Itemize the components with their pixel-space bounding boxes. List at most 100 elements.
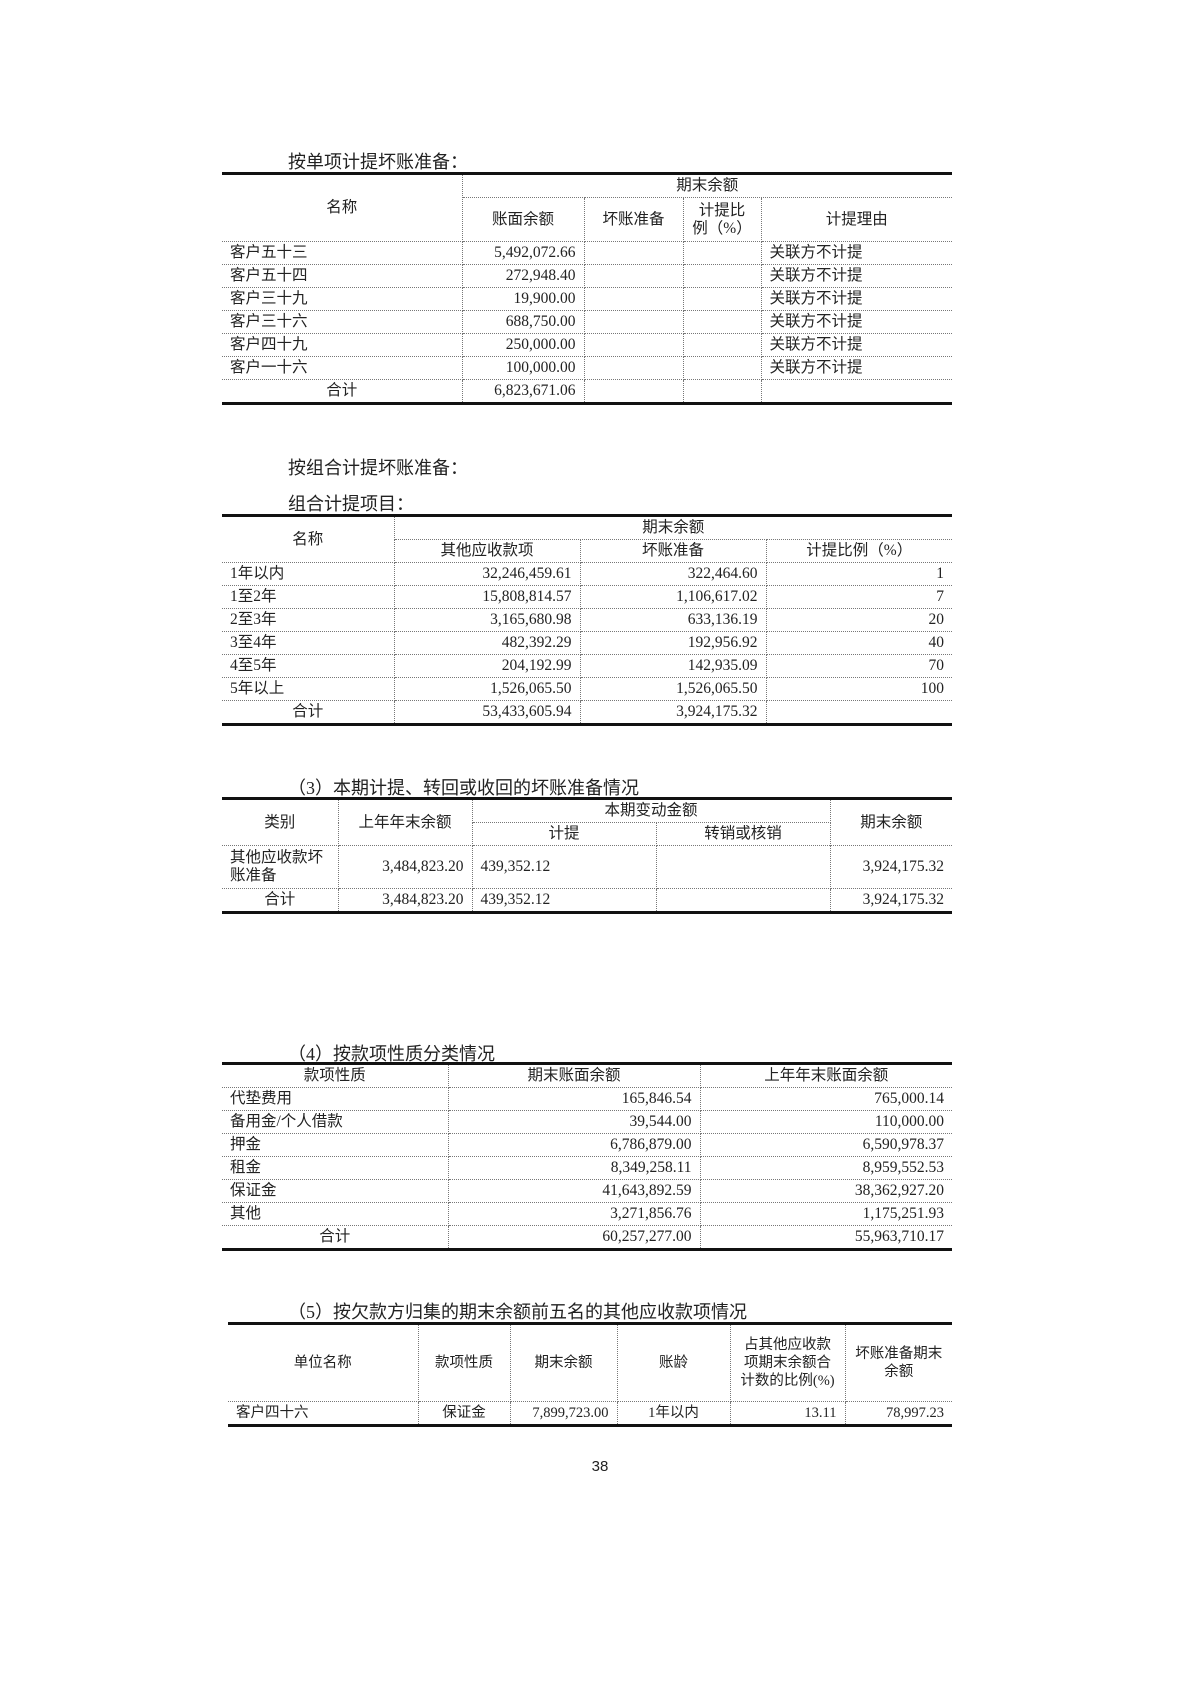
section2-caption: 按组合计提坏账准备：: [288, 458, 468, 478]
cell: 其他应收款坏账准备: [222, 845, 339, 889]
header-receivable: 其他应收款项: [394, 539, 581, 563]
header-name: 名称: [222, 515, 395, 563]
cell: 3,924,175.32: [829, 845, 953, 889]
table-row: 1年以内 32,246,459.61 322,464.60 1: [222, 562, 952, 586]
header-group: 期末余额: [393, 515, 952, 540]
cell: 633,136.19: [579, 608, 767, 632]
header-prior-balance: 上年年末余额: [337, 798, 473, 846]
cell: 38,362,927.20: [699, 1179, 952, 1203]
header-category: 类别: [222, 798, 339, 846]
cell: [583, 333, 684, 357]
provision-movement-table: 类别 上年年末余额 本期变动金额 期末余额 计提 转销或核销 其他应收款坏账准备…: [222, 797, 953, 914]
cell: 5,492,072.66: [461, 241, 585, 265]
cell: 3,484,823.20: [337, 845, 473, 889]
nature-classification-table: 款项性质 期末账面余额 上年年末账面余额 代垫费用 165,846.54 765,0…: [222, 1062, 952, 1251]
header-provision: 计提: [472, 822, 657, 846]
cell: 关联方不计提: [760, 356, 953, 380]
header-name: 名称: [222, 173, 463, 242]
cell: 客户四十六: [228, 1401, 419, 1426]
header-nature: 款项性质: [222, 1063, 449, 1088]
table-row: 其他 3,271,856.76 1,175,251.93: [222, 1202, 952, 1226]
cell: 客户五十四: [222, 264, 463, 288]
header-bad-debt: 坏账准备期末余额: [844, 1323, 952, 1402]
table-row: 其他应收款坏账准备 3,484,823.20 439,352.12 3,924,175…: [222, 845, 953, 889]
cell: 6,823,671.06: [461, 379, 585, 404]
table-row: 客户三十六 688,750.00 关联方不计提: [222, 310, 953, 334]
cell: [682, 310, 762, 334]
total-row: 合计 3,484,823.20 439,352.12 3,924,175.32: [222, 888, 953, 913]
cell: 5年以上: [222, 677, 395, 701]
cell: 53,433,605.94: [393, 700, 581, 725]
cell: [655, 888, 831, 913]
cell: 1,526,065.50: [579, 677, 767, 701]
table-row: 1至2年 15,808,814.57 1,106,617.02 7: [222, 585, 952, 609]
cell: 保证金: [417, 1401, 511, 1426]
cell: [682, 333, 762, 357]
header-ratio: 计提比例（%）: [765, 539, 952, 563]
cell: 关联方不计提: [760, 310, 953, 334]
cell: 客户三十六: [222, 310, 463, 334]
cell: 关联方不计提: [760, 333, 953, 357]
cell: 代垫费用: [222, 1087, 449, 1111]
page-number: 38: [591, 1458, 609, 1475]
total-row: 合计 6,823,671.06: [222, 379, 953, 404]
table-row: 押金 6,786,879.00 6,590,978.37: [222, 1133, 952, 1157]
cell: 关联方不计提: [760, 241, 953, 265]
section2-subcaption: 组合计提项目：: [288, 494, 414, 514]
table-row: 代垫费用 165,846.54 765,000.14: [222, 1087, 952, 1111]
cell: 165,846.54: [447, 1087, 701, 1111]
cell: [682, 241, 762, 265]
cell: [583, 310, 684, 334]
header-ending: 期末账面余额: [447, 1063, 701, 1088]
cell: 1: [765, 562, 952, 586]
cell: [583, 356, 684, 380]
cell: 55,963,710.17: [699, 1225, 952, 1250]
cell: 7,899,723.00: [509, 1401, 618, 1426]
cell: 100,000.00: [461, 356, 585, 380]
table-row: 客户四十九 250,000.00 关联方不计提: [222, 333, 953, 357]
cell: 3,924,175.32: [829, 888, 953, 913]
cell: 40: [765, 631, 952, 655]
table-row: 5年以上 1,526,065.50 1,526,065.50 100: [222, 677, 952, 701]
cell: 3至4年: [222, 631, 395, 655]
cell: 客户三十九: [222, 287, 463, 311]
header-bad-debt: 坏账准备: [579, 539, 767, 563]
cell: 20: [765, 608, 952, 632]
cell: 39,544.00: [447, 1110, 701, 1134]
cell: [682, 356, 762, 380]
cell: 1,175,251.93: [699, 1202, 952, 1226]
cell: 关联方不计提: [760, 287, 953, 311]
table-row: 4至5年 204,192.99 142,935.09 70: [222, 654, 952, 678]
header-nature: 款项性质: [417, 1323, 511, 1402]
header-writeoff: 转销或核销: [655, 822, 831, 846]
cell: 192,956.92: [579, 631, 767, 655]
header-ending-balance: 期末余额: [829, 798, 953, 846]
cell: 备用金/个人借款: [222, 1110, 449, 1134]
cell: 19,900.00: [461, 287, 585, 311]
top-five-debtors-table: 单位名称 款项性质 期末余额 账龄 占其他应收款项期末余额合计数的比例(%) 坏…: [228, 1322, 952, 1427]
cell: [655, 845, 831, 889]
header-prior: 上年年末账面余额: [699, 1063, 952, 1088]
cell: 8,959,552.53: [699, 1156, 952, 1180]
cell: [583, 287, 684, 311]
cell: [583, 241, 684, 265]
section4-caption: （4）按款项性质分类情况: [288, 1044, 495, 1064]
cell: 439,352.12: [471, 845, 657, 889]
cell: 688,750.00: [461, 310, 585, 334]
cell: 3,484,823.20: [337, 888, 473, 913]
cell: 其他: [222, 1202, 449, 1226]
header-group: 期末余额: [461, 173, 953, 198]
cell: 765,000.14: [699, 1087, 952, 1111]
header-book-balance: 账面余额: [462, 197, 585, 242]
cell: 1年以内: [616, 1401, 731, 1426]
cell: [682, 264, 762, 288]
table-row: 客户三十九 19,900.00 关联方不计提: [222, 287, 953, 311]
cell: 439,352.12: [471, 888, 657, 913]
total-row: 合计 53,433,605.94 3,924,175.32: [222, 700, 952, 725]
cell: 8,349,258.11: [447, 1156, 701, 1180]
cell: [583, 379, 684, 404]
cell: 6,786,879.00: [447, 1133, 701, 1157]
section3-caption: （3）本期计提、转回或收回的坏账准备情况: [288, 778, 639, 798]
cell: 60,257,277.00: [447, 1225, 701, 1250]
table-row: 3至4年 482,392.29 192,956.92 40: [222, 631, 952, 655]
